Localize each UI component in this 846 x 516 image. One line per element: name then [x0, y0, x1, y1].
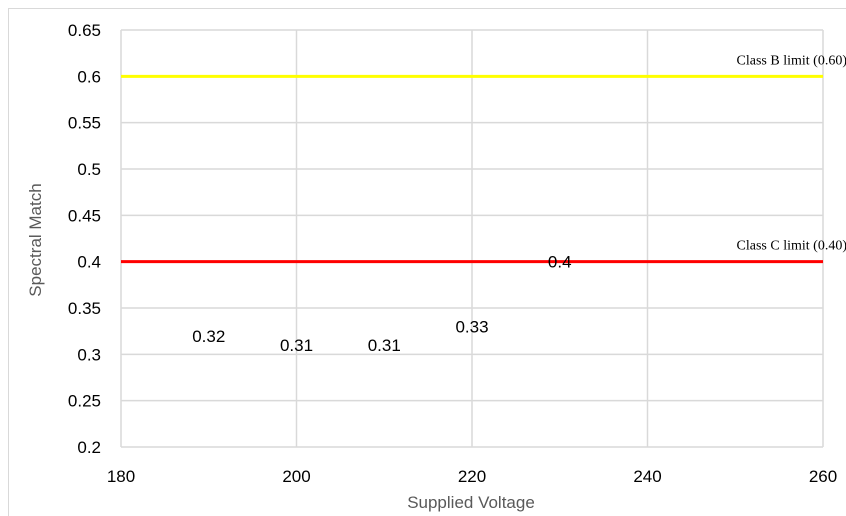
x-tick-label: 180	[107, 467, 135, 486]
reference-lines: Class B limit (0.60) Class C limit (0.40)	[121, 53, 846, 261]
x-axis-title: Supplied Voltage	[407, 493, 535, 512]
y-tick-label: 0.3	[77, 345, 101, 364]
y-tick-label: 0.65	[68, 21, 101, 40]
y-tick-label: 0.5	[77, 160, 101, 179]
y-axis-title: Spectral Match	[26, 183, 45, 296]
y-tick-label: 0.4	[77, 253, 101, 272]
data-label: 0.4	[548, 253, 572, 272]
data-label: 0.32	[192, 327, 225, 346]
gridlines	[121, 30, 823, 447]
y-tick-label: 0.6	[77, 67, 101, 86]
reference-line-label: Class B limit (0.60)	[737, 53, 846, 68]
x-tick-label: 220	[458, 467, 486, 486]
y-tick-label: 0.2	[77, 438, 101, 457]
tick-labels: 0.2 0.25 0.3 0.35 0.4 0.45 0.5 0.55 0.6 0.65 180 20…	[68, 21, 837, 486]
data-labels: 0.32 0.31 0.31 0.33 0.4	[192, 253, 571, 355]
y-tick-label: 0.35	[68, 299, 101, 318]
y-tick-label: 0.25	[68, 392, 101, 411]
data-label: 0.31	[368, 336, 401, 355]
x-tick-label: 240	[633, 467, 661, 486]
data-label: 0.31	[280, 336, 313, 355]
x-tick-label: 260	[809, 467, 837, 486]
reference-line-label: Class C limit (0.40)	[737, 239, 846, 254]
y-tick-label: 0.45	[68, 206, 101, 225]
x-tick-label: 200	[282, 467, 310, 486]
data-label: 0.33	[455, 318, 488, 337]
y-tick-label: 0.55	[68, 114, 101, 133]
